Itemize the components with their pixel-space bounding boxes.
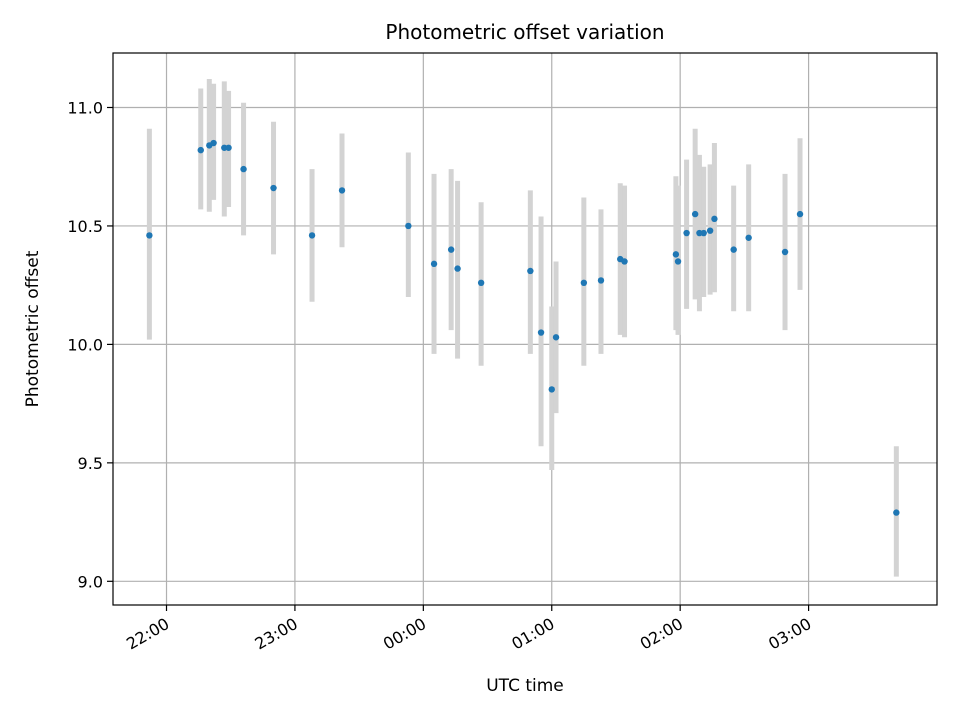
data-point: [405, 222, 412, 230]
x-axis-label: UTC time: [486, 676, 564, 696]
data-point: [527, 267, 534, 275]
y-tick-label: 10.5: [67, 217, 103, 236]
data-point: [683, 229, 690, 237]
data-point: [270, 184, 277, 192]
data-point: [548, 386, 555, 393]
data-point: [706, 227, 714, 234]
data-point: [745, 234, 752, 241]
data-point: [580, 279, 588, 287]
data-point: [893, 509, 900, 516]
data-point: [796, 210, 804, 218]
data-point: [621, 258, 628, 265]
data-point: [552, 334, 560, 341]
chart-title: Photometric offset variation: [385, 20, 664, 44]
y-tick-label: 9.0: [78, 572, 103, 591]
data-point: [454, 265, 461, 272]
y-tick-label: 11.0: [67, 98, 103, 117]
y-tick-label: 9.5: [78, 454, 103, 473]
data-point: [700, 229, 707, 237]
plot-frame: [112, 52, 938, 606]
data-point: [197, 146, 204, 154]
y-tick-label: 10.0: [67, 335, 103, 354]
data-point: [338, 187, 346, 194]
data-point: [674, 258, 682, 265]
data-point: [308, 232, 316, 239]
data-points: [146, 139, 900, 516]
data-point: [730, 246, 737, 253]
y-axis-label: Photometric offset: [23, 250, 43, 407]
data-point: [430, 260, 438, 268]
data-point: [597, 277, 605, 284]
data-point: [477, 279, 485, 287]
data-point: [146, 232, 153, 239]
data-point: [240, 165, 247, 173]
data-point: [210, 139, 217, 147]
y-axis: 9.0 9.5 10.0 10.5 11.0: [67, 98, 113, 591]
data-point: [447, 246, 455, 253]
data-point: [781, 248, 789, 256]
data-point: [711, 215, 718, 223]
data-point: [672, 251, 680, 258]
data-point: [537, 329, 545, 336]
data-point: [225, 144, 232, 151]
data-point: [691, 210, 699, 218]
